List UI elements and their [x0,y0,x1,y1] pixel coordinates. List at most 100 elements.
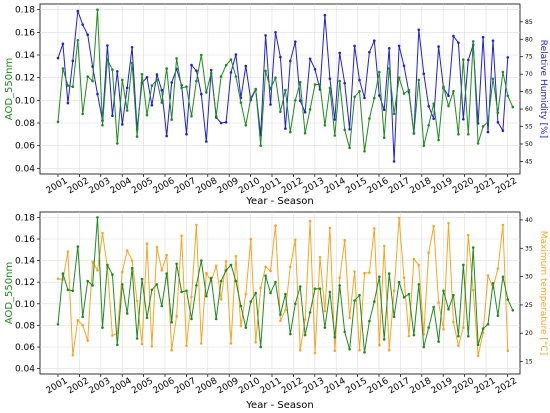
data-point [254,341,257,344]
y-axis-ticks: 0.04 0.06 0.08 0.10 0.12 0.14 0.16 0.18 [15,6,40,174]
data-point [462,263,465,267]
data-point [269,269,272,273]
data-point [170,81,173,84]
y-tick-label: 0.06 [15,142,35,152]
data-point [71,354,75,357]
data-point [190,317,193,321]
data-point [175,262,178,266]
y-tick-label: 0.18 [15,213,35,223]
data-point [234,254,238,258]
data-point [81,23,84,26]
data-point [289,59,292,63]
data-point [427,105,431,108]
y2-tick-label: 40 [525,217,533,224]
data-point [308,57,312,61]
data-point [81,324,84,327]
data-point [269,103,272,106]
data-point [407,334,411,338]
data-point [130,46,134,49]
data-point [323,309,327,313]
data-point [402,92,406,95]
data-point [190,63,193,67]
y2-axis-label: Relative Humidity [%] [538,40,548,138]
data-point [259,345,263,349]
y2-tick-label: 55 [525,124,533,131]
data-point [135,135,139,138]
data-point [368,117,371,120]
data-point [284,127,287,130]
data-point [506,94,510,98]
data-point [81,112,84,116]
x-axis-label: Year - Season [245,196,313,207]
data-point [462,58,465,61]
data-point [343,239,347,242]
data-point [427,124,431,127]
y2-tick-label: 75 [525,54,533,61]
data-point [392,315,396,319]
data-point [471,288,475,292]
data-point [214,114,218,118]
data-point [373,96,376,100]
data-point [116,343,119,347]
data-point [289,265,292,269]
data-point [121,270,124,274]
y-axis-ticks: 0.04 0.06 0.08 0.10 0.12 0.14 0.16 0.18 [15,213,40,375]
data-point [284,292,287,296]
data-point [264,69,267,73]
data-point [363,150,366,153]
data-point [308,108,312,111]
data-point [313,68,317,71]
data-point [155,245,159,249]
data-point [382,338,386,341]
data-point [224,269,228,272]
data-point [338,51,342,55]
plot-frame [39,211,521,375]
data-point [111,334,114,337]
data-point [363,271,366,275]
y-tick-label: 0.06 [15,343,35,353]
y-tick-label: 0.14 [15,257,35,267]
data-point [160,101,164,104]
y2-tick-label: 80 [525,36,533,43]
data-point [417,78,421,82]
data-point [486,120,490,124]
data-point [175,314,178,318]
data-point [333,336,337,339]
data-point [111,273,114,276]
y-tick-label: 0.10 [15,96,35,106]
data-point [264,34,267,37]
data-point [397,76,401,79]
data-point [358,348,361,352]
data-point [91,79,94,83]
data-point [76,245,80,248]
data-point [145,316,149,320]
data-point [486,323,490,326]
data-point [328,226,332,230]
data-point [289,332,292,336]
data-point [140,73,144,76]
data-point [254,291,257,295]
data-point [343,81,347,85]
data-point [150,344,154,348]
data-point [308,311,312,314]
y2-tick-label: 35 [525,245,533,252]
data-point [214,317,218,321]
data-point [392,112,396,116]
data-point [378,70,381,74]
data-point [323,13,327,17]
data-point [195,69,198,72]
data-point [402,296,406,299]
data-point [195,284,198,287]
data-point [491,39,495,42]
data-point [190,295,193,299]
data-point [224,260,228,263]
data-point [219,75,223,78]
data-point [412,257,416,261]
data-point [165,67,168,70]
data-point [234,279,238,283]
data-point [452,34,455,38]
data-point [363,96,366,100]
y2-tick-label: 25 [525,302,533,309]
data-point [155,283,159,286]
data-point [427,326,431,329]
